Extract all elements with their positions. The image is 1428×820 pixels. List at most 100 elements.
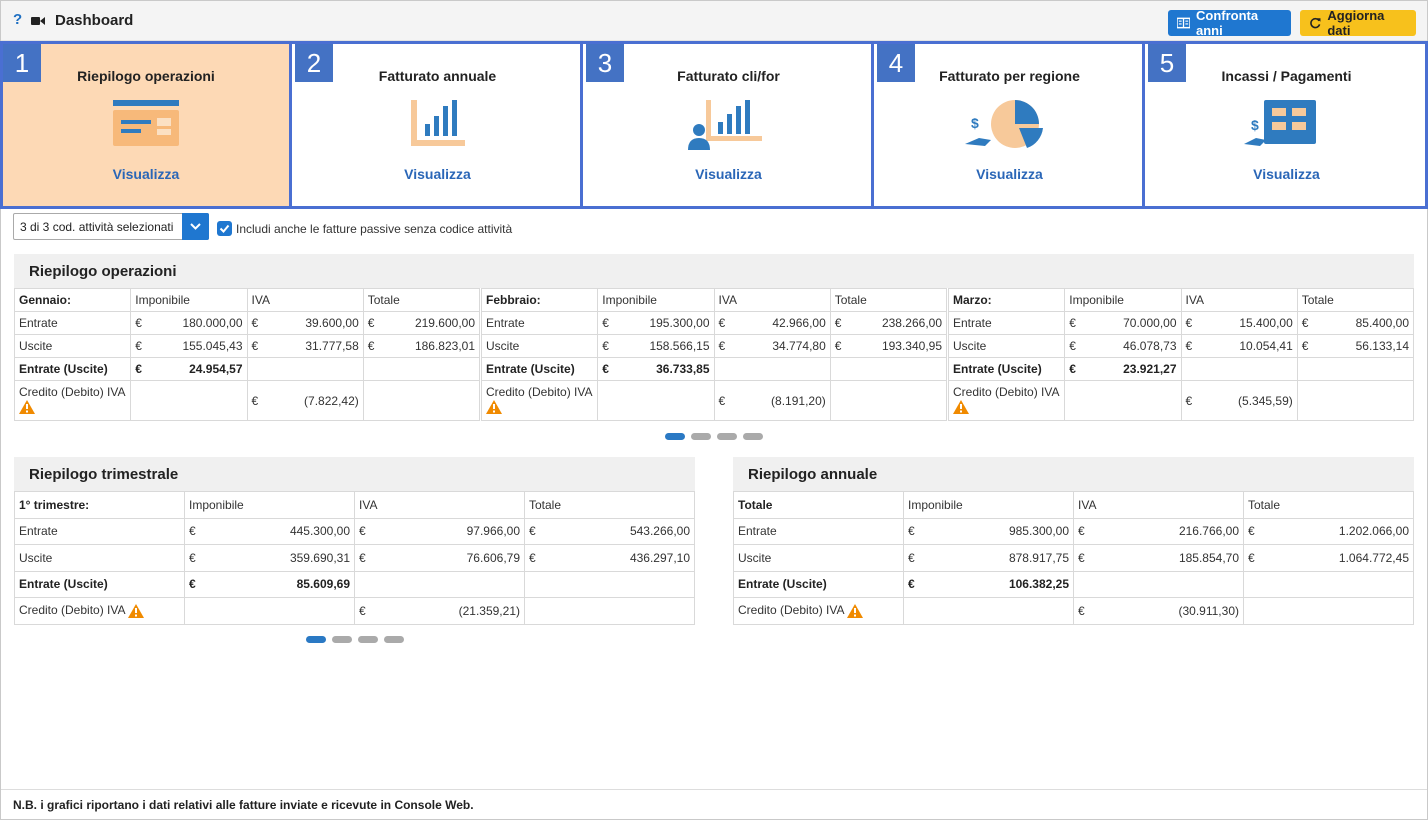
pager-dot[interactable]: [691, 433, 711, 440]
tile-title: Fatturato annuale: [378, 68, 497, 84]
amount-value: 436.297,10: [629, 550, 690, 565]
table-row: Entrate €70.000,00 €15.400,00 €85.400,00: [947, 311, 1415, 335]
money-cell: €1.202.066,00: [1243, 517, 1414, 545]
table-cell: Entrate (Uscite): [14, 570, 185, 598]
currency-symbol: €: [1248, 550, 1255, 565]
vat-credit-label-cell: Credito (Debito) IVA: [13, 380, 132, 421]
tile-fatturato-annuale[interactable]: 2 Fatturato annuale Visualizza: [295, 44, 583, 206]
amount-value: 155.045,43: [182, 339, 243, 353]
top-bar: ? Dashboard Confronta anni Aggiorna dati: [1, 1, 1427, 41]
currency-symbol: €: [1069, 316, 1076, 330]
table-row: Uscite €158.566,15 €34.774,80 €193.340,95: [480, 334, 948, 358]
pager-dot[interactable]: [743, 433, 763, 440]
currency-symbol: €: [367, 316, 375, 330]
tile-fatturato-per-regione[interactable]: 4 Fatturato per regione $ Visualizza: [877, 44, 1145, 206]
dashboard-tiles: 1 Riepilogo operazioni Visualizza 2 Fatt…: [0, 41, 1428, 209]
table-cell: [1073, 570, 1244, 598]
currency-symbol: €: [1248, 524, 1255, 539]
pager-dot-active[interactable]: [665, 433, 685, 440]
tile-incassi-pagamenti[interactable]: 5 Incassi / Pagamenti $ Visualizza: [1148, 44, 1425, 206]
table-cell: Imponibile: [130, 288, 248, 312]
currency-symbol: €: [834, 316, 842, 330]
help-icon[interactable]: ?: [13, 11, 23, 28]
table-row: Uscite €46.078,73 €10.054,41 €56.133,14: [947, 334, 1415, 358]
user-chart-icon: [687, 100, 762, 150]
amount-value: (21.359,21): [458, 603, 520, 618]
tile-number: 5: [1148, 44, 1186, 82]
tile-title: Fatturato cli/for: [677, 68, 780, 84]
tile-title: Incassi / Pagamenti: [1221, 68, 1352, 84]
currency-symbol: €: [718, 339, 726, 353]
table-cell: [1243, 597, 1414, 625]
currency-symbol: €: [602, 362, 609, 376]
amount-value: 85.400,00: [1355, 316, 1409, 330]
include-passive-invoices-checkbox[interactable]: [217, 221, 232, 236]
table-row: Entrate (Uscite) €85.609,69: [14, 570, 695, 598]
vat-credit-label-cell: Credito (Debito) IVA: [947, 380, 1066, 421]
tile-view-link[interactable]: Visualizza: [1253, 166, 1320, 182]
quarterly-table: 1° trimestre: Imponibile IVA Totale Entrate €…: [14, 491, 695, 625]
amount-value: 985.300,00: [1008, 524, 1069, 539]
money-cell: €97.966,00: [354, 517, 525, 545]
table-row: Uscite €155.045,43 €31.777,58 €186.823,01: [13, 334, 481, 358]
pager-dot-active[interactable]: [306, 636, 326, 643]
pager-dot[interactable]: [384, 636, 404, 643]
pager-dot[interactable]: [717, 433, 737, 440]
operations-table-january: Gennaio: Imponibile IVA Totale Entrate €180.0…: [13, 288, 481, 421]
refresh-data-button[interactable]: Aggiorna dati: [1300, 8, 1416, 38]
video-camera-icon[interactable]: [31, 16, 45, 26]
table-header-row: 1° trimestre: Imponibile IVA Totale: [14, 491, 695, 519]
tile-view-link[interactable]: Visualizza: [112, 166, 180, 182]
amount-value: 31.777,58: [305, 339, 359, 353]
money-cell: €238.266,00: [829, 311, 948, 335]
vat-credit-label-cell: Credito (Debito) IVA: [733, 597, 904, 625]
table-cell: [1243, 570, 1414, 598]
svg-text:$: $: [971, 115, 979, 131]
tile-number: 2: [295, 44, 333, 82]
currency-symbol: €: [359, 603, 366, 618]
table-cell: Febbraio:: [480, 288, 599, 312]
tile-number: 1: [3, 44, 41, 82]
operations-carousel-pager: [665, 433, 763, 440]
money-cell: €56.133,14: [1296, 334, 1415, 358]
refresh-data-label: Aggiorna dati: [1327, 8, 1385, 38]
table-cell: [354, 570, 525, 598]
tile-view-link[interactable]: Visualizza: [976, 166, 1043, 182]
tile-fatturato-cli-for[interactable]: 3 Fatturato cli/for Visualizza: [586, 44, 874, 206]
tile-view-link[interactable]: Visualizza: [404, 166, 471, 182]
table-cell: Imponibile: [184, 491, 355, 519]
table-cell: [524, 570, 695, 598]
tile-view-link[interactable]: Visualizza: [695, 166, 762, 182]
amount-value: 70.000,00: [1123, 316, 1177, 330]
table-cell: Entrate: [13, 311, 132, 335]
table-cell: Entrate (Uscite): [480, 357, 599, 381]
amount-value: 216.766,00: [1178, 524, 1239, 539]
table-cell: [524, 597, 695, 625]
pager-dot[interactable]: [358, 636, 378, 643]
amount-value: 238.266,00: [881, 316, 942, 330]
currency-symbol: €: [1185, 393, 1193, 408]
activity-code-select[interactable]: 3 di 3 cod. attività selezionati: [13, 213, 209, 240]
table-cell: [362, 380, 481, 421]
amount-value: 34.774,80: [772, 339, 826, 353]
pager-dot[interactable]: [332, 636, 352, 643]
operations-table-march: Marzo: Imponibile IVA Totale Entrate €70.000,…: [947, 288, 1415, 421]
tile-riepilogo-operazioni[interactable]: 1 Riepilogo operazioni Visualizza: [3, 44, 292, 206]
table-row: Entrate €985.300,00 €216.766,00 €1.202.066,…: [733, 517, 1414, 545]
operations-panel-header: Riepilogo operazioni: [14, 254, 1414, 288]
include-passive-invoices-label[interactable]: Includi anche le fatture passive senza c…: [236, 222, 513, 236]
table-cell: IVA: [1073, 491, 1244, 519]
money-cell: €878.917,75: [903, 544, 1074, 572]
table-cell: IVA: [354, 491, 525, 519]
select-dropdown-button[interactable]: [182, 213, 209, 240]
money-cell: €158.566,15: [597, 334, 715, 358]
amount-value: 186.823,01: [414, 339, 475, 353]
checkmark-icon: [219, 224, 230, 233]
table-cell: Uscite: [14, 544, 185, 572]
amount-value: 42.966,00: [772, 316, 826, 330]
compare-years-button[interactable]: Confronta anni: [1168, 8, 1291, 38]
currency-symbol: €: [135, 339, 142, 353]
warning-icon: [19, 399, 35, 414]
table-cell: Totale: [524, 491, 695, 519]
currency-symbol: €: [1078, 550, 1085, 565]
